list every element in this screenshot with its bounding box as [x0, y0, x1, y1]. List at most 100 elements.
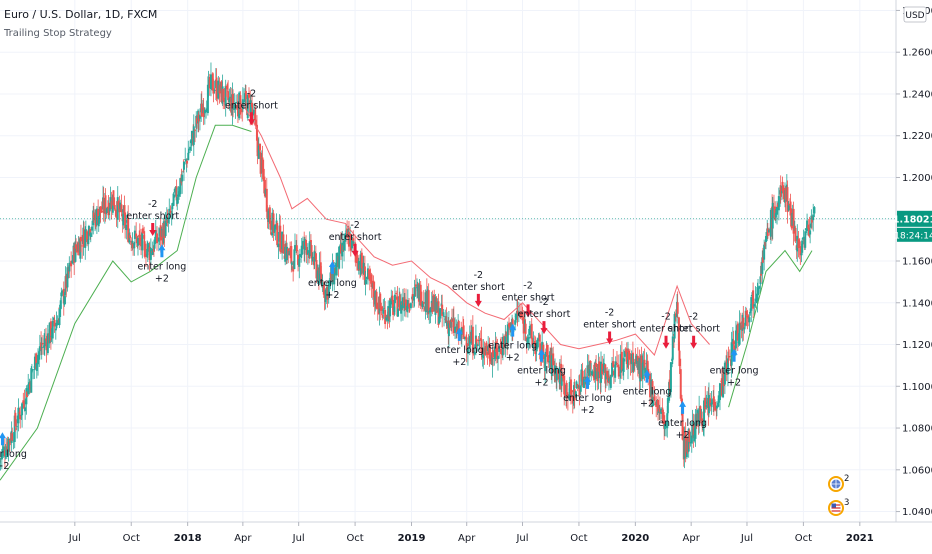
candle-body — [274, 224, 277, 230]
signal-label: enter long — [435, 345, 484, 356]
candle-body — [534, 347, 537, 355]
lower-stop-line — [728, 249, 813, 408]
candle-body — [383, 308, 386, 310]
candle-body — [455, 326, 458, 329]
candle-body — [735, 326, 738, 333]
long-arrow-icon — [328, 261, 336, 274]
candle-body — [5, 446, 8, 456]
candle-body — [60, 292, 63, 297]
candle-body — [514, 320, 517, 325]
candle-body — [460, 327, 463, 335]
candle-body — [625, 348, 628, 365]
candle-body — [615, 363, 618, 364]
candle-body — [376, 307, 379, 309]
candle-body — [215, 77, 218, 99]
candle-body — [720, 378, 723, 396]
candle-body — [652, 397, 655, 407]
long-arrow-icon — [584, 375, 592, 389]
candle-body — [434, 297, 437, 315]
candle-body — [617, 366, 620, 377]
candle-body — [548, 361, 551, 363]
candle-body — [515, 310, 518, 320]
candle-body — [594, 361, 597, 380]
candle-body — [504, 336, 507, 349]
candle-body — [688, 430, 691, 442]
candle-body — [678, 350, 681, 367]
x-tick-label: Jul — [740, 533, 753, 544]
candle-body — [61, 290, 64, 294]
candle-body — [477, 340, 480, 342]
candle-body — [33, 356, 36, 366]
candle-body — [84, 229, 87, 233]
short-arrow-icon — [662, 335, 670, 349]
candle-body — [524, 323, 527, 334]
candle-body — [192, 126, 195, 145]
candle-body — [105, 208, 108, 214]
candle-body — [623, 351, 626, 357]
candle-body — [90, 226, 93, 231]
candle-body — [709, 398, 712, 407]
trailing-stops — [0, 104, 813, 481]
candle-body — [555, 367, 558, 381]
candle-body — [619, 375, 622, 377]
candle-body — [661, 409, 664, 419]
candle-body — [375, 291, 378, 309]
candle-body — [668, 379, 671, 389]
long-arrow-icon — [730, 348, 738, 362]
candle-body — [804, 231, 807, 248]
study-title[interactable]: Trailing Stop Strategy — [3, 28, 112, 39]
signal-qty: +2 — [325, 290, 339, 301]
candle-body — [99, 206, 102, 213]
currency-button[interactable]: USD — [903, 6, 927, 23]
candle-body — [226, 84, 229, 90]
candle-body — [326, 287, 329, 300]
candle-body — [715, 407, 718, 411]
candle-body — [437, 301, 440, 326]
candle-body — [43, 345, 46, 348]
candle-body — [379, 293, 382, 309]
candle-body — [309, 240, 312, 242]
candle-body — [414, 284, 417, 287]
candle-body — [352, 242, 355, 244]
symbol-title[interactable]: Euro / U.S. Dollar, 1D, FXCM — [4, 8, 157, 21]
candle-body — [87, 226, 90, 236]
signal-label: enter short — [518, 309, 571, 320]
candle-body — [429, 307, 432, 313]
candle-body — [244, 90, 247, 100]
candle-body — [496, 356, 499, 360]
candle-body — [290, 262, 293, 265]
candle-body — [198, 115, 201, 119]
signal-qty: -2 — [689, 312, 698, 323]
event-badges[interactable]: 2 3 — [828, 474, 849, 516]
candle-body — [75, 244, 78, 249]
candle-body — [612, 361, 615, 367]
candle-body — [674, 313, 677, 317]
candle-body — [406, 306, 409, 312]
candle-body — [35, 353, 38, 370]
candle-body — [265, 188, 268, 212]
y-tick-label: 1.08000 — [902, 424, 932, 435]
candle-body — [83, 229, 86, 247]
candle-body — [651, 381, 654, 404]
y-tick-label: 1.20000 — [902, 173, 932, 184]
candle-body — [362, 262, 365, 274]
signal-label: enter short — [126, 211, 179, 222]
candle-body — [530, 323, 533, 339]
us-flag-icon[interactable] — [828, 500, 844, 516]
time-axis[interactable]: Jul Oct 2018 Apr Jul Oct 2019 Apr Jul Oct 2020 Apr J… — [68, 522, 874, 544]
signal-qty: -2 — [661, 312, 670, 323]
candle-body — [89, 228, 92, 236]
candle-body — [190, 139, 193, 144]
candle-body — [558, 366, 561, 384]
candle-body — [173, 194, 176, 198]
candle-body — [550, 355, 553, 377]
candle-body — [595, 363, 598, 368]
globe-icon[interactable] — [828, 476, 844, 492]
candle-body — [321, 282, 324, 288]
candle-body — [791, 213, 794, 226]
candle-body — [135, 233, 138, 237]
candle-body — [684, 432, 687, 457]
candle-body — [272, 213, 275, 234]
